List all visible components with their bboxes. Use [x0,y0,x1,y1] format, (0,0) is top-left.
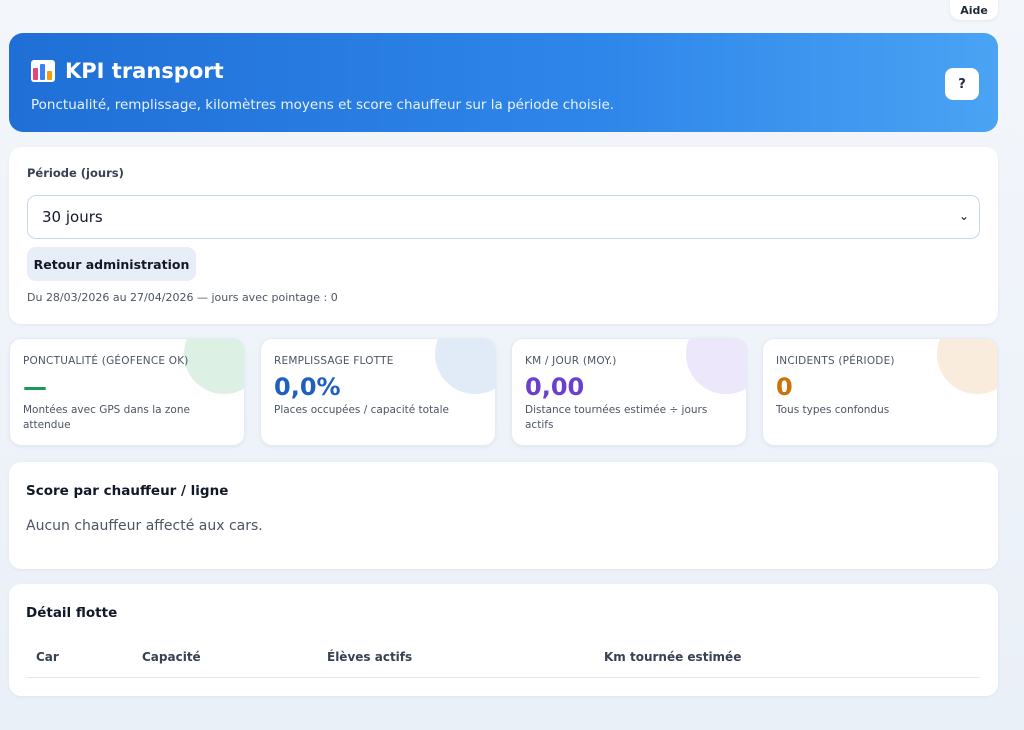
empty-state-text: Aucun chauffeur affecté aux cars. [26,518,263,534]
column-header-active-students[interactable]: Élèves actifs [327,650,413,664]
chevron-down-icon: ⌄ [958,209,969,223]
kpi-value: 0,0% [274,373,341,401]
back-to-admin-button[interactable]: Retour administration [27,247,196,281]
kpi-value: — [23,373,47,401]
kpi-value: 0 [776,373,793,401]
kpi-value: 0,00 [525,373,585,401]
kpi-description: Montées avec GPS dans la zone attendue [23,404,190,431]
fleet-detail-card: Détail flotte Car Capacité Élèves actifs… [9,584,998,696]
bar-chart-icon [31,60,55,82]
page-title: KPI transport [31,59,224,83]
kpi-card-incidents: INCIDENTS (PÉRIODE) 0 Tous types confond… [762,338,998,446]
help-button[interactable]: ? [945,68,979,100]
kpi-title: INCIDENTS (PÉRIODE) [776,355,895,367]
column-header-capacity[interactable]: Capacité [142,650,201,664]
kpi-title: KM / JOUR (MOY.) [525,355,617,367]
page-header: KPI transport Ponctualité, remplissage, … [9,33,998,132]
kpi-card-fill-rate: REMPLISSAGE FLOTTE 0,0% Places occupées … [260,338,496,446]
kpi-card-km-per-day: KM / JOUR (MOY.) 0,00 Distance tournées … [511,338,747,446]
kpi-decoration [184,339,244,394]
kpi-title: REMPLISSAGE FLOTTE [274,355,394,367]
kpi-decoration [435,339,495,394]
page-title-text: KPI transport [65,59,224,83]
period-select[interactable]: 30 jours ⌄ [27,195,980,239]
kpi-decoration [937,339,997,394]
section-title: Détail flotte [26,605,118,621]
kpi-description: Distance tournées estimée ÷ jours actifs [525,404,708,431]
page-subtitle: Ponctualité, remplissage, kilomètres moy… [31,97,615,113]
kpi-title: PONCTUALITÉ (GÉOFENCE OK) [23,355,189,367]
section-title: Score par chauffeur / ligne [26,483,229,499]
kpi-card-punctuality: PONCTUALITÉ (GÉOFENCE OK) — Montées avec… [9,338,245,446]
kpi-description: Tous types confondus [776,404,890,416]
table-divider [27,677,980,678]
period-label: Période (jours) [27,166,124,180]
period-card: Période (jours) 30 jours ⌄ Retour admini… [9,147,998,324]
help-toggle-button[interactable]: Aide [950,0,998,20]
column-header-km-estimated[interactable]: Km tournée estimée [604,650,742,664]
driver-score-card: Score par chauffeur / ligne Aucun chauff… [9,462,998,569]
kpi-decoration [686,339,746,394]
kpi-description: Places occupées / capacité totale [274,404,449,416]
period-info: Du 28/03/2026 au 27/04/2026 — jours avec… [27,291,338,304]
period-select-value: 30 jours [42,208,103,226]
column-header-car[interactable]: Car [36,650,59,664]
